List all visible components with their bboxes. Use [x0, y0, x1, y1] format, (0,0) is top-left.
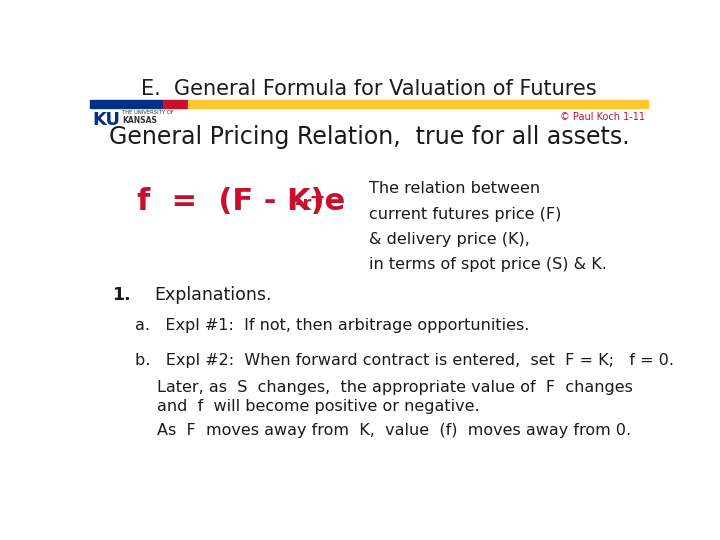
Bar: [188, 100, 648, 109]
Text: current futures price (F): current futures price (F): [369, 207, 562, 222]
Text: THE UNIVERSITY OF: THE UNIVERSITY OF: [122, 110, 174, 114]
Bar: [90, 100, 163, 109]
Text: f  =  (F - K)e: f = (F - K)e: [138, 187, 346, 217]
Text: © Paul Koch 1-11: © Paul Koch 1-11: [560, 112, 645, 122]
Text: Explanations.: Explanations.: [154, 286, 271, 304]
Bar: [163, 100, 188, 109]
Text: E.  General Formula for Valuation of Futures: E. General Formula for Valuation of Futu…: [141, 79, 597, 99]
Text: KU: KU: [93, 111, 121, 130]
Text: and  f  will become positive or negative.: and f will become positive or negative.: [157, 399, 480, 414]
Text: b.   Expl #2:  When forward contract is entered,  set  F = K;   f = 0.: b. Expl #2: When forward contract is ent…: [135, 353, 674, 368]
Text: Later, as  S  changes,  the appropriate value of  F  changes: Later, as S changes, the appropriate val…: [157, 380, 633, 395]
Text: & delivery price (K),: & delivery price (K),: [369, 232, 530, 247]
Text: General Pricing Relation,  true for all assets.: General Pricing Relation, true for all a…: [109, 125, 629, 149]
Text: KANSAS: KANSAS: [122, 116, 157, 125]
Text: -rT: -rT: [295, 195, 324, 213]
Text: a.   Expl #1:  If not, then arbitrage opportunities.: a. Expl #1: If not, then arbitrage oppor…: [135, 319, 529, 333]
Text: in terms of spot price (S) & K.: in terms of spot price (S) & K.: [369, 257, 607, 272]
Text: The relation between: The relation between: [369, 181, 540, 196]
Text: As  F  moves away from  K,  value  (f)  moves away from 0.: As F moves away from K, value (f) moves …: [157, 423, 631, 438]
Text: 1.: 1.: [112, 286, 131, 304]
